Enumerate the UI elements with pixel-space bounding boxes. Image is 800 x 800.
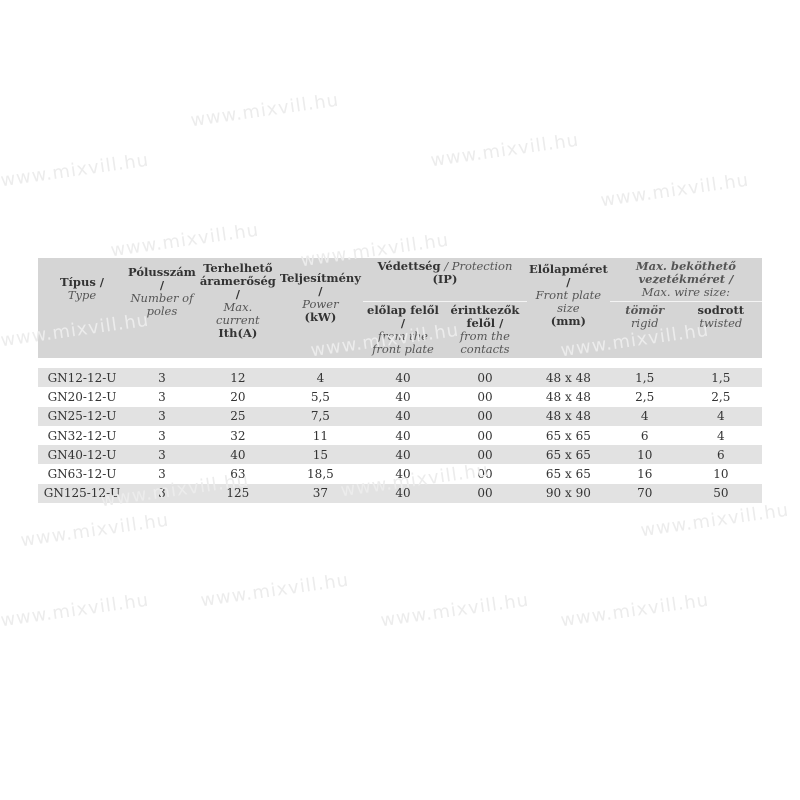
- col-plate: Előlapméret / Front plate size (mm): [526, 258, 610, 358]
- table-cell: 40: [197, 445, 278, 465]
- table-cell: GN25-12-U: [38, 406, 126, 426]
- table-cell: 4: [717, 428, 725, 443]
- table-cell: 18,5: [307, 467, 334, 482]
- table-cell: 125: [197, 483, 278, 504]
- col-front: előlap felől / from the front plate: [362, 301, 443, 358]
- table-cell: 40: [362, 368, 443, 388]
- table-row: GN25-12-U 3 25 7,5 40 00 48 x 48 4 4: [38, 406, 762, 426]
- table-cell: 4: [679, 406, 762, 426]
- table-cell: 48 x 48: [526, 406, 610, 426]
- table-cell: 3: [126, 368, 198, 388]
- table-cell: GN63-12-U: [47, 467, 117, 482]
- table-cell: 3: [158, 467, 166, 482]
- table-cell: 70: [609, 483, 680, 504]
- table-cell: 00: [442, 445, 527, 465]
- watermark: www.mixvill.hu: [639, 499, 791, 542]
- table-row: GN40-12-U 3 40 15 40 00 65 x 65 10 6: [38, 445, 762, 465]
- watermark: www.mixvill.hu: [199, 569, 351, 612]
- col-protection: Védettség / Protection (IP): [362, 258, 527, 302]
- table-row: GN63-12-U 3 63 18,5 40 00 65 x 65 16 10: [38, 464, 762, 483]
- table-cell: 10: [713, 467, 729, 482]
- table-cell: 40: [362, 445, 443, 465]
- spec-table: Típus / Type Pólusszám / Number of poles T…: [38, 258, 762, 504]
- table-cell: GN20-12-U: [47, 389, 117, 404]
- watermark: www.mixvill.hu: [0, 149, 151, 192]
- table-cell: GN125-12-U: [38, 483, 126, 504]
- table-cell: 1,5: [679, 368, 762, 388]
- table-row: GN12-12-U 3 12 4 40 00 48 x 48 1,5 1,5: [38, 368, 762, 388]
- table-cell: 6: [679, 445, 762, 465]
- watermark: www.mixvill.hu: [599, 169, 751, 212]
- col-twisted: sodrott twisted: [679, 301, 762, 358]
- table-cell: 00: [477, 389, 493, 404]
- table-cell: 40: [395, 428, 411, 443]
- table-cell: 00: [477, 428, 493, 443]
- table-cell: 3: [126, 406, 198, 426]
- col-contacts: érintkezők felől / from the contacts: [442, 301, 527, 358]
- table-cell: 2,5: [635, 389, 655, 404]
- table-cell: 40: [362, 483, 443, 504]
- table-cell: 50: [679, 483, 762, 504]
- table-cell: 15: [277, 445, 363, 465]
- table-cell: 4: [609, 406, 680, 426]
- watermark: www.mixvill.hu: [189, 89, 341, 132]
- table-row: GN125-12-U 3 125 37 40 00 90 x 90 70 50: [38, 483, 762, 504]
- table-cell: GN40-12-U: [38, 445, 126, 465]
- watermark: www.mixvill.hu: [0, 589, 151, 632]
- table-cell: 48 x 48: [545, 389, 591, 404]
- table-cell: 10: [609, 445, 680, 465]
- table-cell: 2,5: [711, 389, 731, 404]
- col-rigid: tömör rigid: [609, 301, 680, 358]
- table-cell: 40: [395, 467, 411, 482]
- table-cell: 3: [126, 483, 198, 504]
- table-cell: 00: [442, 406, 527, 426]
- table-row: GN20-12-U 3 20 5,5 40 00 48 x 48 2,5 2,5: [38, 387, 762, 406]
- table-cell: 65 x 65: [545, 467, 591, 482]
- table-cell: 3: [158, 389, 166, 404]
- table-cell: 5,5: [310, 389, 330, 404]
- table-cell: 12: [197, 368, 278, 388]
- table-cell: GN12-12-U: [38, 368, 126, 388]
- table-cell: 40: [395, 389, 411, 404]
- table-cell: 11: [312, 428, 329, 443]
- table-cell: 16: [637, 467, 653, 482]
- col-type: Típus / Type: [38, 258, 126, 358]
- table-cell: 25: [197, 406, 278, 426]
- table-cell: 63: [230, 467, 246, 482]
- watermark: www.mixvill.hu: [379, 589, 531, 632]
- watermark: www.mixvill.hu: [429, 129, 581, 172]
- table-cell: 00: [442, 483, 527, 504]
- table-cell: 20: [230, 389, 246, 404]
- table-cell: 1,5: [609, 368, 680, 388]
- table-row: GN32-12-U 3 32 11 40 00 65 x 65 6 4: [38, 426, 762, 445]
- table-cell: 37: [277, 483, 363, 504]
- watermark: www.mixvill.hu: [109, 219, 261, 262]
- table-cell: 00: [442, 368, 527, 388]
- table-cell: 6: [640, 428, 649, 443]
- table-cell: 7,5: [277, 406, 363, 426]
- table-cell: GN32-12-U: [47, 428, 117, 443]
- table-cell: 48 x 48: [526, 368, 610, 388]
- col-poles: Pólusszám / Number of poles: [126, 258, 198, 358]
- table-cell: 32: [230, 428, 246, 443]
- table-cell: 65 x 65: [526, 445, 610, 465]
- table-cell: 40: [362, 406, 443, 426]
- table-cell: 3: [158, 428, 166, 443]
- col-power: Teljesítmény / Power (kW): [277, 258, 363, 358]
- col-wire: Max. beköthető vezetékméret / Max. wire s…: [609, 258, 762, 302]
- table-cell: 90 x 90: [526, 483, 610, 504]
- table-cell: 3: [126, 445, 198, 465]
- watermark: www.mixvill.hu: [19, 509, 171, 552]
- table-cell: 00: [477, 467, 493, 482]
- watermark: www.mixvill.hu: [559, 589, 711, 632]
- col-current: Terhelhető áramerőség / Max. current Ith(A…: [197, 258, 278, 358]
- table-cell: 4: [277, 368, 363, 388]
- table-cell: 65 x 65: [545, 428, 591, 443]
